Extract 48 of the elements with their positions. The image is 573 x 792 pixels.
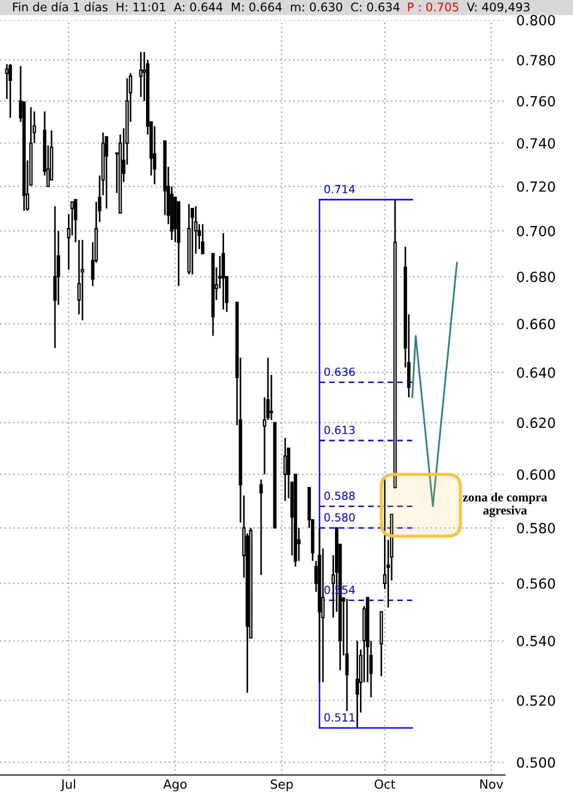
y-tick-label: 0.600 [517, 469, 555, 480]
candlestick [152, 125, 156, 185]
y-tick-label: 0.540 [517, 636, 555, 646]
y-tick-label: 0.560 [517, 578, 555, 589]
ref-line-label: 0.588 [324, 492, 355, 500]
y-tick-label: 0.520 [517, 695, 555, 706]
y-tick-label: 0.620 [517, 418, 555, 428]
candlestick [190, 208, 194, 276]
candlestick [259, 478, 263, 576]
candlestick [5, 63, 9, 100]
y-tick-label: 0.680 [517, 272, 555, 282]
ref-line-label: 0.511 [324, 713, 354, 722]
y-tick-label: 0.780 [517, 54, 555, 66]
x-tick-label: Nov [480, 780, 504, 789]
candlestick [270, 374, 274, 421]
y-tick-label: 0.720 [517, 181, 555, 192]
y-tick-label: 0.640 [517, 367, 555, 378]
y-tick-label: 0.760 [517, 96, 555, 106]
x-tick-label: Oct [374, 779, 396, 789]
candlestick [104, 136, 108, 210]
y-tick-label: 0.740 [517, 138, 555, 149]
y-tick-label: 0.660 [517, 318, 555, 330]
candlestick [139, 51, 143, 98]
y-tick-label: 0.580 [517, 522, 555, 534]
candlestick [283, 437, 287, 502]
x-tick-label: Sep [270, 779, 293, 792]
y-tick-label: 0.500 [517, 757, 555, 768]
candlestick [80, 239, 84, 322]
band-label: zona de compra agresiva [462, 492, 548, 518]
candlestick [200, 223, 204, 254]
candlestick [70, 201, 74, 236]
x-tick-label: Ago [163, 780, 187, 792]
y-tick-label: 0.800 [517, 14, 555, 26]
candlestick [356, 640, 359, 729]
ref-line-label: 0.613 [324, 426, 355, 434]
candlestick [53, 206, 57, 349]
x-tick-label: Jul [60, 779, 76, 792]
text: P : 0.705 [408, 2, 458, 12]
ref-line-label: 0.714 [324, 184, 355, 194]
ref-line-label: 0.636 [324, 368, 355, 376]
chart-title: Fin de día 1 días H: 11:01 A: 0.644 M: 0.664 m: 0.630 C: 0.634 [13, 2, 400, 12]
text: V: 409,493 [466, 2, 530, 13]
candlestick [67, 213, 70, 270]
y-tick-label: 0.700 [517, 226, 555, 236]
candlestick [8, 63, 12, 118]
line-series [411, 262, 458, 508]
candlestick [345, 598, 349, 712]
ref-line-label: 0.580 [324, 513, 355, 522]
